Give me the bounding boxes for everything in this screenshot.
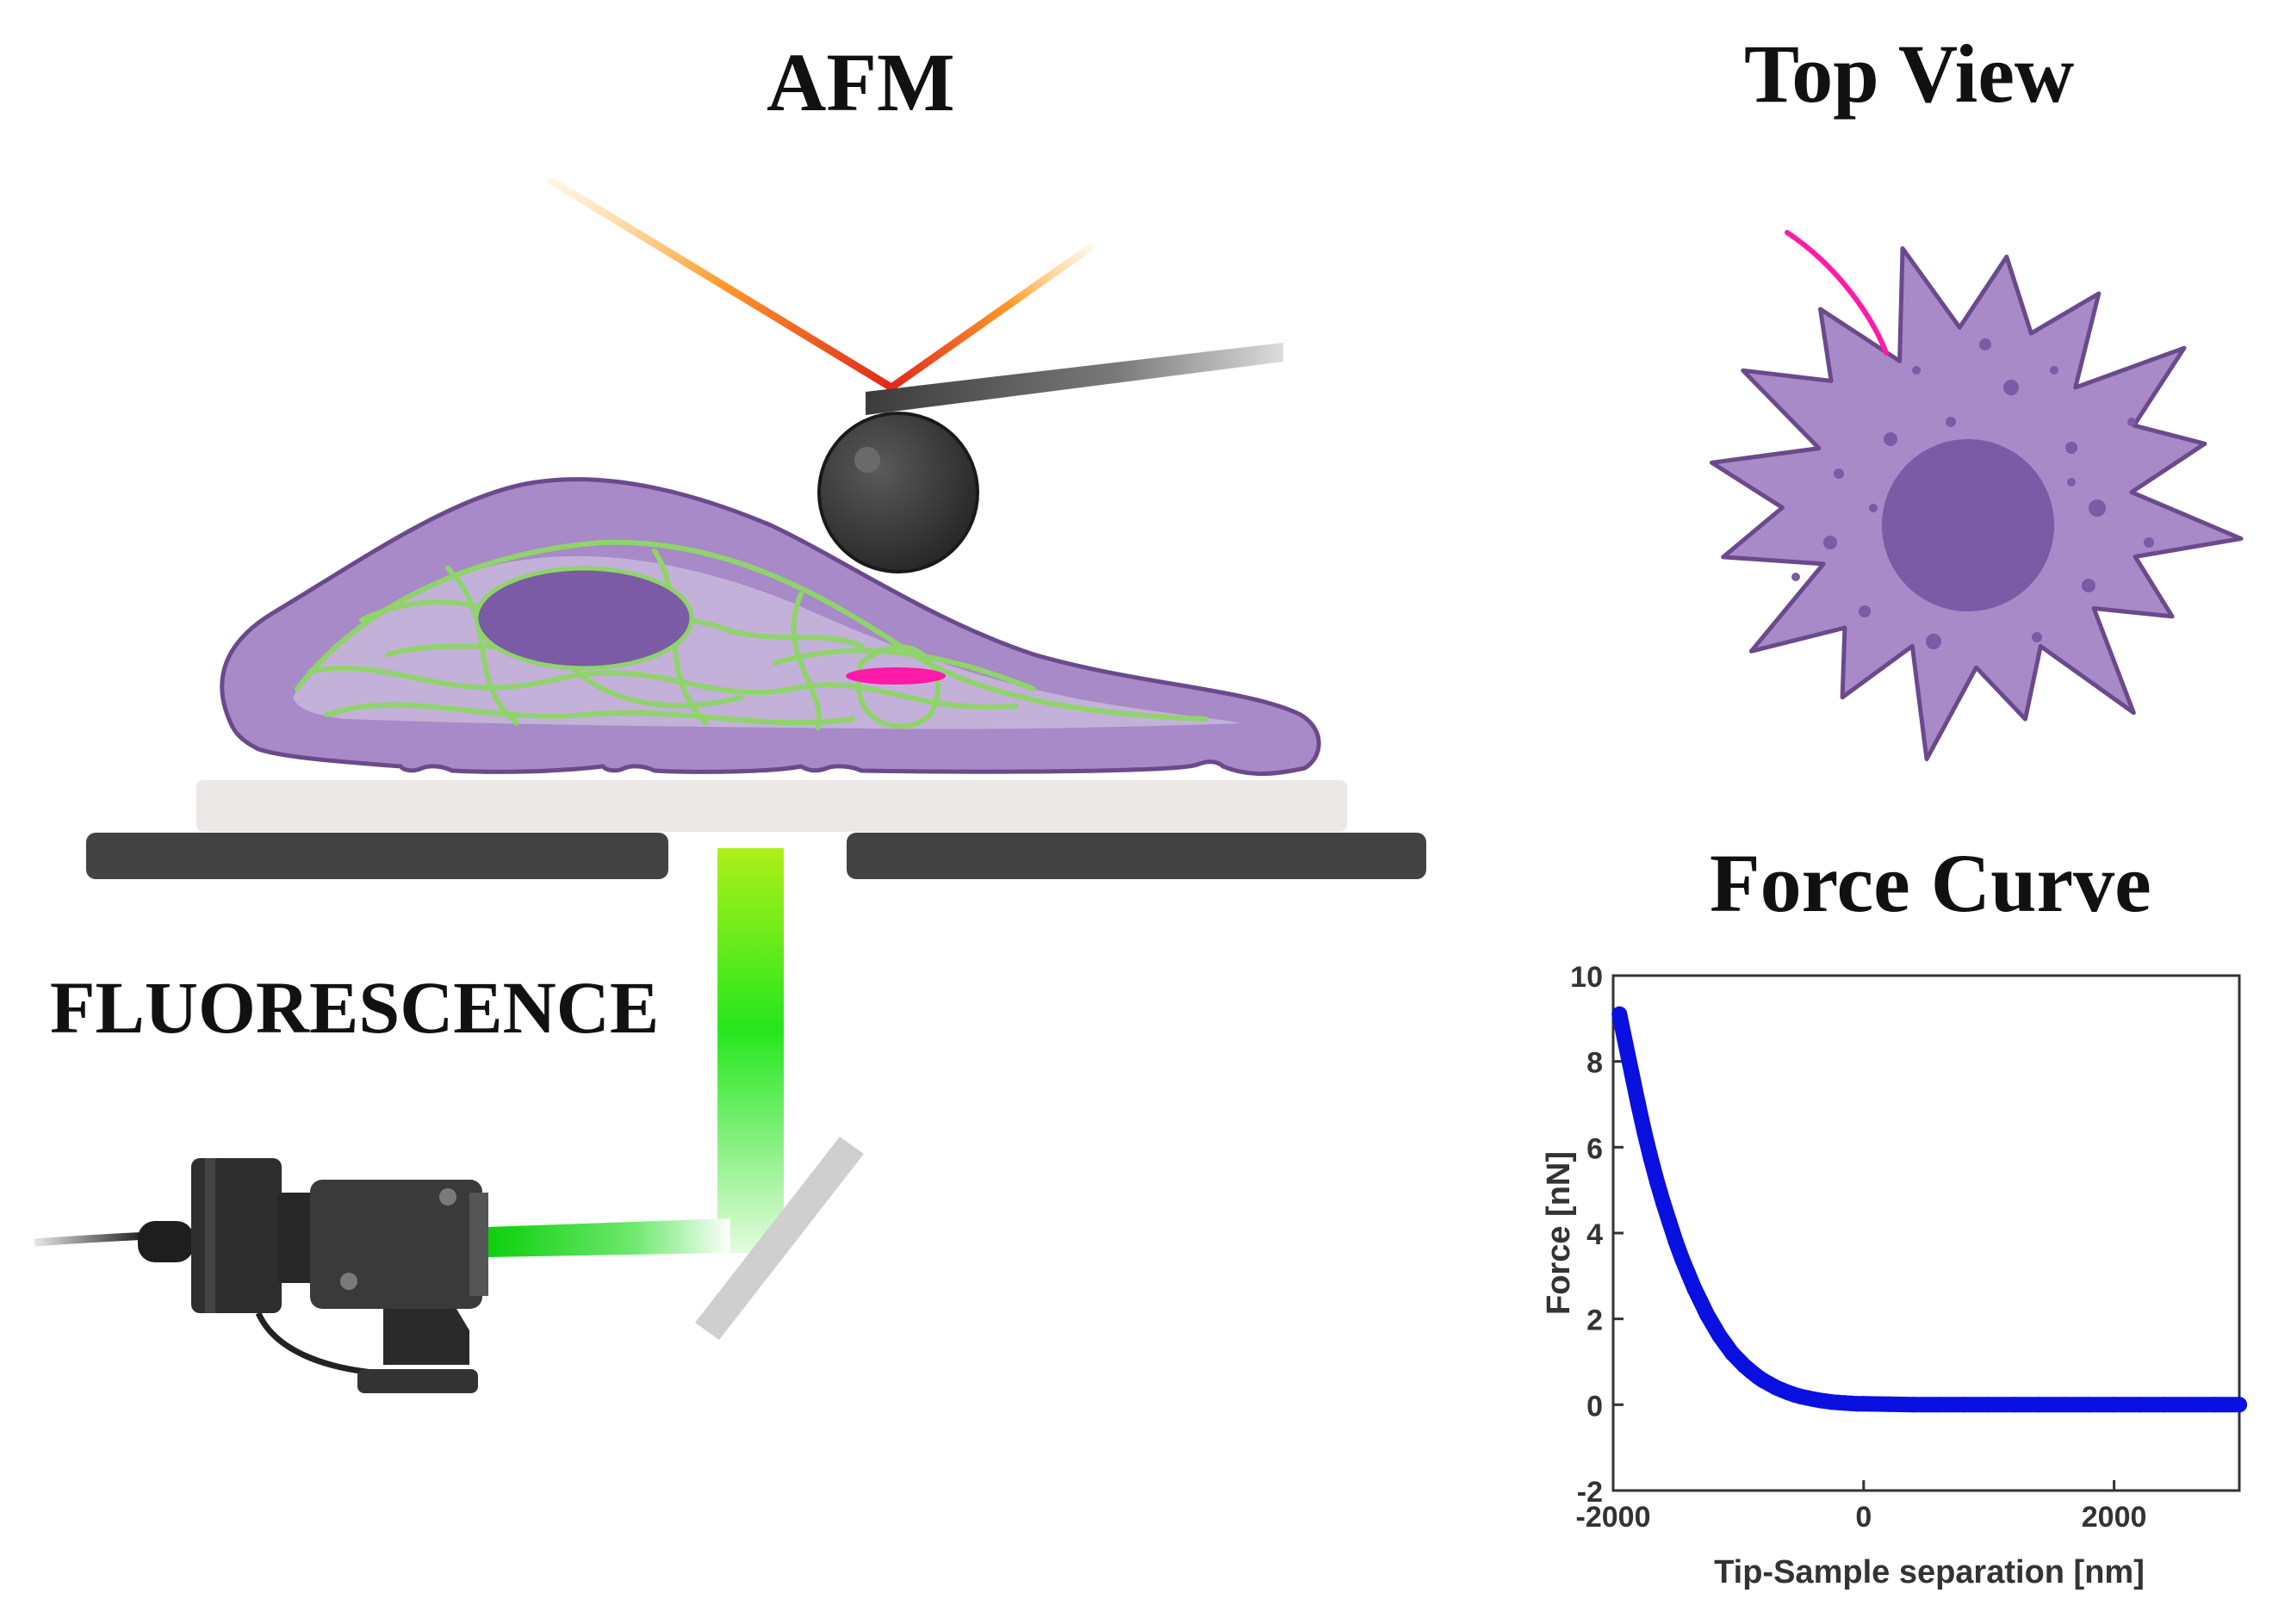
cell-side-view (220, 477, 1321, 776)
force-curve-point (1636, 1124, 1653, 1140)
force-curve-point (1956, 1397, 1972, 1413)
force-curve-point (1611, 1006, 1628, 1022)
force-curve-point (1680, 1266, 1697, 1282)
force-curve-point (2206, 1397, 2222, 1413)
y-tick-label: 2 (1586, 1305, 1603, 1337)
camera (34, 1158, 488, 1393)
force-curve-point (2106, 1397, 2122, 1413)
force-curve-point (2056, 1397, 2072, 1413)
top-view-title: Top View (1744, 28, 2075, 120)
x-tick-label: 0 (1855, 1501, 1872, 1534)
force-curve-point (2081, 1397, 2097, 1413)
afm-cantilever (866, 343, 1283, 415)
force-curve-point (1667, 1234, 1684, 1249)
laser-beams (547, 177, 1094, 392)
force-curve-point (1906, 1397, 1922, 1413)
nucleus-side-view (474, 566, 694, 671)
x-tick-label: -2000 (1576, 1501, 1651, 1534)
force-curve-point (1624, 1066, 1640, 1082)
force-curve-point (1981, 1397, 1997, 1413)
force-curve-chart: -2 0 2 4 6 8 10 -2000 0 2000 Force [nN] Tip-Samp… (1541, 961, 2247, 1590)
y-tick-label: 10 (1570, 961, 1603, 994)
fluorescent-marker (846, 667, 946, 685)
force-curve-point (1686, 1280, 1703, 1297)
microscope-stage (86, 833, 1426, 879)
force-curve-point (2031, 1397, 2047, 1413)
x-tick-label: 2000 (2082, 1501, 2147, 1534)
force-curve-point (1617, 1036, 1634, 1052)
force-curve-point (2232, 1397, 2247, 1413)
force-curve-point (2006, 1397, 2022, 1413)
force-curve-point (1642, 1150, 1659, 1166)
force-curve-point (2131, 1397, 2147, 1413)
force-curve-point (1630, 1096, 1647, 1113)
y-tick-label: 4 (1586, 1218, 1603, 1251)
y-tick-label: 6 (1586, 1132, 1603, 1165)
force-curve-point (2181, 1397, 2197, 1413)
cell-top-view (1709, 230, 2244, 762)
force-curve-point (2156, 1397, 2172, 1413)
force-curve-point (1674, 1250, 1690, 1267)
force-curve-point (1655, 1195, 1672, 1212)
excitation-light-path (487, 848, 784, 1257)
force-curve-point (1880, 1396, 1897, 1412)
afm-bead-probe (817, 412, 979, 573)
force-curve-point (1661, 1214, 1678, 1230)
force-curve-point (1692, 1293, 1709, 1310)
y-tick-label: 0 (1586, 1390, 1603, 1423)
force-curve-point (1648, 1174, 1665, 1190)
force-curve-point (1931, 1397, 1946, 1413)
force-curve-title: Force Curve (1710, 837, 2151, 929)
fluorescence-title: FLUORESCENCE (50, 966, 660, 1049)
force-curve-point (1855, 1396, 1872, 1412)
x-axis-label: Tip-Sample separation [nm] (1714, 1554, 2145, 1590)
dichroic-mirror (695, 1137, 864, 1340)
substrate-coverslip (196, 780, 1347, 832)
afm-title: AFM (767, 36, 955, 128)
y-axis-label: Force [nN] (1541, 1151, 1577, 1315)
plot-frame (1611, 974, 2241, 1492)
y-tick-label: 8 (1586, 1047, 1603, 1080)
y-tick-label: -2 (1577, 1476, 1603, 1509)
